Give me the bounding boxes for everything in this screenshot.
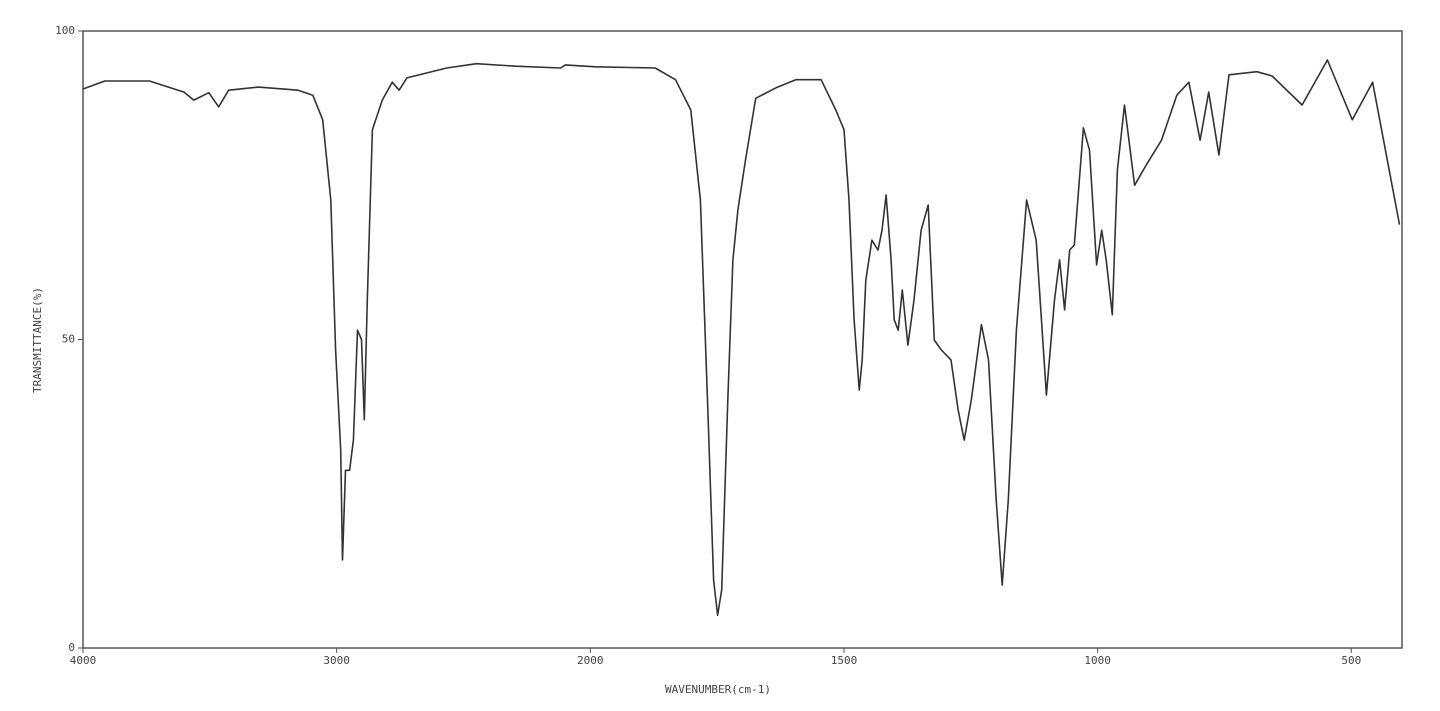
y-tick-label: 100 xyxy=(55,24,75,37)
x-tick-label: 1000 xyxy=(1084,654,1111,667)
y-tick-label: 50 xyxy=(62,333,75,346)
y-axis-label: TRANSMITTANCE(%) xyxy=(31,287,44,393)
x-tick-label: 500 xyxy=(1341,654,1361,667)
x-tick-label: 1500 xyxy=(831,654,858,667)
x-axis-label: WAVENUMBER(cm-1) xyxy=(665,683,771,696)
plot-frame xyxy=(82,30,1403,649)
x-tick-label: 2000 xyxy=(577,654,604,667)
x-tick-label: 4000 xyxy=(70,654,97,667)
y-tick-label: 0 xyxy=(68,641,75,654)
x-tick-label: 3000 xyxy=(323,654,350,667)
spectrum-line xyxy=(82,59,1401,617)
